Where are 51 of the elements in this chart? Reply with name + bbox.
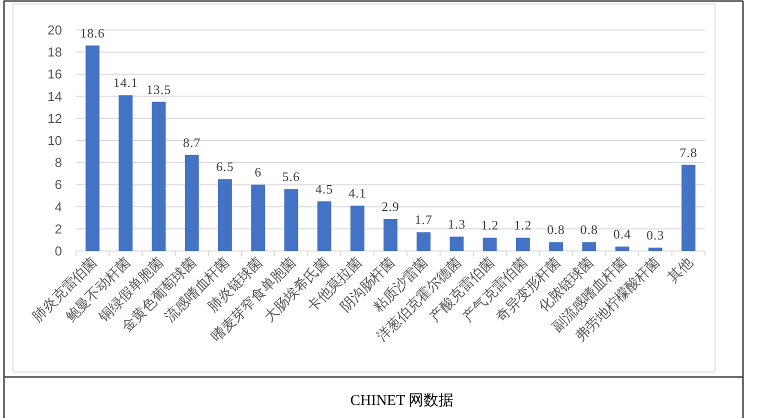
data-label: 7.8 bbox=[680, 144, 698, 160]
data-label: 0.8 bbox=[580, 222, 598, 238]
data-label: 13.5 bbox=[146, 82, 172, 97]
bar bbox=[681, 164, 696, 251]
y-tick-label: 14 bbox=[48, 88, 62, 104]
data-label: 18.6 bbox=[80, 25, 105, 40]
y-tick-label: 18 bbox=[48, 44, 62, 60]
bar bbox=[284, 189, 298, 251]
bar bbox=[251, 184, 266, 251]
data-label: 8.7 bbox=[182, 134, 201, 150]
data-label: 2.9 bbox=[382, 198, 400, 214]
y-tick-label: 12 bbox=[48, 110, 62, 126]
bar bbox=[450, 236, 464, 251]
y-tick-label: 20 bbox=[48, 22, 62, 38]
bar bbox=[184, 154, 199, 251]
x-tick-label: 其他 bbox=[665, 254, 696, 286]
bar bbox=[350, 206, 364, 251]
data-label: 0.4 bbox=[613, 226, 632, 242]
data-label: 14.1 bbox=[113, 75, 138, 90]
text: CHINET 网数据 bbox=[350, 392, 454, 409]
bar bbox=[516, 238, 530, 251]
bar bbox=[152, 102, 166, 251]
y-tick-label: 2 bbox=[54, 221, 62, 236]
data-label: 1.3 bbox=[448, 216, 466, 232]
bar bbox=[549, 242, 563, 251]
bar bbox=[384, 218, 398, 251]
y-tick-label: 6 bbox=[54, 177, 62, 192]
y-tick-label: 0 bbox=[54, 244, 62, 258]
bar bbox=[86, 45, 100, 251]
bar bbox=[218, 179, 232, 251]
data-label: 1.2 bbox=[514, 218, 532, 233]
y-tick-label: 8 bbox=[54, 155, 62, 170]
bar bbox=[416, 232, 431, 251]
y-tick-label: 4 bbox=[54, 199, 62, 214]
data-label: 4.5 bbox=[315, 181, 334, 196]
data-label: 6.5 bbox=[216, 159, 234, 174]
bar bbox=[615, 246, 630, 251]
bar bbox=[482, 238, 497, 251]
data-label: 1.2 bbox=[480, 218, 499, 233]
data-label: 1.7 bbox=[414, 212, 432, 228]
data-label: 0.8 bbox=[547, 222, 565, 238]
data-label: 0.3 bbox=[646, 228, 664, 243]
y-tick-label: 10 bbox=[48, 133, 62, 148]
data-label: 6 bbox=[254, 164, 262, 180]
bar bbox=[582, 242, 596, 251]
data-label: 4.1 bbox=[348, 186, 366, 201]
bar bbox=[317, 201, 332, 251]
bar bbox=[648, 248, 662, 251]
y-tick-label: 16 bbox=[48, 66, 62, 82]
bar bbox=[118, 95, 133, 251]
data-label: 5.6 bbox=[282, 169, 300, 184]
